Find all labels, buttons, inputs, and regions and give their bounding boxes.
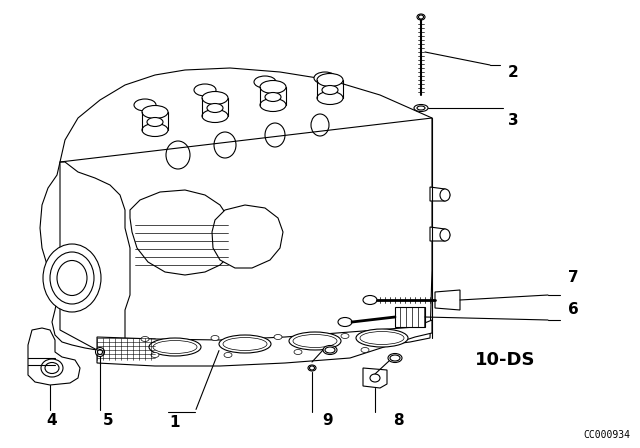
Ellipse shape (338, 318, 352, 327)
Ellipse shape (293, 335, 337, 348)
Text: 10-DS: 10-DS (475, 351, 535, 369)
Ellipse shape (166, 141, 190, 169)
Ellipse shape (43, 244, 101, 312)
Ellipse shape (142, 105, 168, 119)
Ellipse shape (419, 15, 424, 19)
Ellipse shape (214, 132, 236, 158)
Ellipse shape (224, 353, 232, 358)
Ellipse shape (194, 84, 216, 96)
Ellipse shape (390, 355, 400, 361)
Polygon shape (212, 205, 283, 268)
Ellipse shape (417, 14, 425, 20)
Ellipse shape (388, 353, 402, 362)
Text: 6: 6 (568, 302, 579, 317)
Ellipse shape (265, 92, 281, 102)
Ellipse shape (260, 99, 286, 112)
Ellipse shape (153, 340, 197, 353)
Ellipse shape (341, 333, 349, 339)
Ellipse shape (254, 76, 276, 88)
Ellipse shape (323, 345, 337, 354)
Polygon shape (60, 162, 130, 350)
Ellipse shape (57, 260, 87, 296)
Ellipse shape (45, 362, 59, 374)
Ellipse shape (289, 332, 341, 350)
Polygon shape (363, 368, 387, 388)
Ellipse shape (147, 117, 163, 126)
Ellipse shape (417, 106, 425, 110)
Polygon shape (435, 290, 460, 310)
Ellipse shape (207, 103, 223, 112)
Ellipse shape (414, 104, 428, 112)
Text: 9: 9 (323, 413, 333, 428)
Ellipse shape (202, 109, 228, 122)
Ellipse shape (363, 296, 377, 305)
Ellipse shape (356, 329, 408, 347)
Ellipse shape (219, 335, 271, 353)
Ellipse shape (151, 353, 159, 358)
Ellipse shape (314, 72, 336, 84)
Ellipse shape (211, 336, 219, 340)
Text: 8: 8 (393, 413, 403, 428)
Ellipse shape (294, 349, 302, 354)
Ellipse shape (142, 124, 168, 137)
Ellipse shape (361, 348, 369, 353)
Text: 1: 1 (170, 415, 180, 430)
Ellipse shape (95, 348, 104, 357)
Polygon shape (130, 190, 235, 275)
Ellipse shape (97, 349, 102, 354)
Polygon shape (430, 227, 450, 241)
Text: 3: 3 (508, 113, 518, 128)
Ellipse shape (50, 252, 94, 304)
Ellipse shape (265, 123, 285, 147)
Polygon shape (430, 187, 450, 201)
Ellipse shape (260, 81, 286, 94)
Text: 4: 4 (47, 413, 58, 428)
Ellipse shape (317, 91, 343, 104)
Ellipse shape (41, 359, 63, 377)
Polygon shape (28, 328, 80, 385)
Ellipse shape (134, 99, 156, 111)
Ellipse shape (311, 114, 329, 136)
Polygon shape (40, 68, 432, 360)
Ellipse shape (360, 332, 404, 345)
Polygon shape (395, 307, 425, 327)
Ellipse shape (149, 338, 201, 356)
Ellipse shape (202, 91, 228, 104)
Text: 2: 2 (508, 65, 518, 80)
Ellipse shape (440, 189, 450, 201)
Ellipse shape (325, 347, 335, 353)
Ellipse shape (274, 335, 282, 340)
Text: 7: 7 (568, 270, 579, 285)
Text: 5: 5 (102, 413, 113, 428)
Polygon shape (97, 320, 432, 366)
Ellipse shape (440, 229, 450, 241)
Ellipse shape (223, 337, 267, 350)
Ellipse shape (141, 336, 149, 341)
Text: CC000934: CC000934 (583, 430, 630, 440)
Ellipse shape (322, 86, 338, 95)
Ellipse shape (317, 73, 343, 86)
